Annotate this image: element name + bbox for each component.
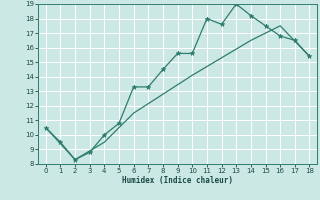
X-axis label: Humidex (Indice chaleur): Humidex (Indice chaleur) bbox=[122, 176, 233, 185]
